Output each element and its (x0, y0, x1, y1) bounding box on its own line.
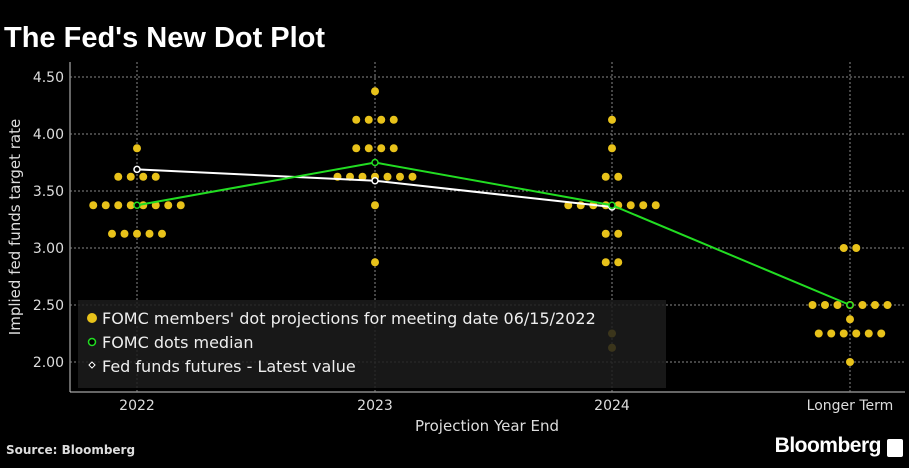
legend-dot-icon (87, 313, 97, 323)
fomc-dot (120, 229, 129, 238)
fomc-dot (871, 301, 879, 309)
median-point (846, 301, 854, 309)
fomc-dot (133, 229, 141, 238)
fomc-dot (864, 329, 873, 338)
legend-futures-icon (88, 361, 96, 369)
legend-entry: Fed funds futures - Latest value (102, 357, 356, 376)
x-tick-label: 2023 (357, 398, 393, 414)
fomc-dot (364, 115, 373, 124)
bloomberg-terminal-icon (887, 439, 903, 457)
fomc-dot (371, 258, 379, 267)
fomc-dot (846, 358, 854, 366)
median-line (136, 161, 851, 306)
legend-median-icon (87, 337, 97, 347)
fomc-dot (108, 229, 116, 238)
fomc-dot (358, 172, 367, 181)
fomc-dot (151, 172, 160, 181)
x-axis-label: Projection Year End (415, 417, 559, 435)
fomc-dot (839, 329, 848, 338)
y-tick-label: 4.00 (33, 127, 64, 143)
y-tick-label: 4.50 (33, 70, 64, 86)
fomc-dot (126, 172, 135, 181)
fomc-dot (164, 201, 173, 210)
fomc-dot (639, 201, 648, 210)
fomc-dot (614, 172, 623, 181)
bloomberg-logo: Bloomberg (774, 434, 882, 457)
futures-point (133, 165, 141, 174)
fomc-dot (371, 87, 379, 96)
fomc-dot (883, 301, 892, 309)
fomc-dot (377, 115, 386, 124)
fomc-dot (626, 201, 635, 210)
fomc-dot (821, 301, 829, 309)
fomc-dot (377, 144, 386, 153)
fomc-dot (608, 144, 616, 153)
fomc-dot (176, 201, 185, 210)
fomc-dot (601, 229, 610, 238)
fomc-dot (371, 201, 379, 210)
chart-title: The Fed's New Dot Plot (4, 22, 326, 54)
fomc-dot (852, 244, 861, 252)
fomc-dot (651, 201, 660, 210)
median-point (133, 201, 141, 209)
fomc-dot (145, 229, 154, 238)
legend-entry: FOMC dots median (102, 333, 253, 352)
legend-entry: FOMC members' dot projections for meetin… (102, 309, 596, 328)
fomc-dot (383, 172, 392, 181)
y-tick-label: 2.00 (33, 355, 64, 371)
source-note: Source: Bloomberg (6, 443, 136, 457)
median-point (608, 201, 616, 209)
fomc-dot (133, 144, 141, 153)
y-tick-label: 2.50 (33, 298, 64, 314)
fomc-dot (158, 229, 166, 238)
fomc-dot (877, 329, 886, 338)
fomc-dot (389, 144, 398, 153)
y-axis-label: Implied fed funds target rate (6, 119, 24, 335)
fomc-dot (89, 201, 98, 210)
fomc-dot (852, 329, 861, 338)
fomc-dot (601, 258, 610, 267)
y-tick-label: 3.50 (33, 184, 64, 200)
fomc-dot (601, 172, 610, 181)
fomc-dot (839, 244, 848, 252)
fomc-dot (352, 115, 361, 124)
fomc-dot (408, 172, 417, 181)
fomc-dot (114, 201, 123, 210)
fomc-dot (101, 201, 110, 210)
fomc-dot (389, 115, 398, 124)
fomc-dot (614, 229, 623, 238)
fomc-dot (614, 258, 623, 267)
fomc-dot (833, 301, 842, 309)
median-point (371, 158, 379, 167)
fomc-dot (608, 115, 616, 124)
x-tick-label: Longer Term (807, 398, 894, 414)
fomc-dot (827, 329, 836, 338)
fomc-dot (858, 301, 867, 309)
fomc-dot (139, 172, 148, 181)
fomc-dot (808, 301, 817, 309)
fomc-dot (846, 315, 854, 324)
fomc-dot (114, 172, 123, 181)
x-tick-label: 2022 (119, 398, 155, 414)
x-tick-label: 2024 (594, 398, 630, 414)
fomc-dot (352, 144, 361, 153)
fomc-dot (364, 144, 373, 153)
fomc-dot (396, 172, 404, 181)
fomc-dot (126, 201, 135, 210)
futures-point (371, 176, 379, 185)
y-tick-label: 3.00 (33, 241, 64, 257)
legend-box (78, 300, 666, 388)
fomc-dot (814, 329, 823, 338)
